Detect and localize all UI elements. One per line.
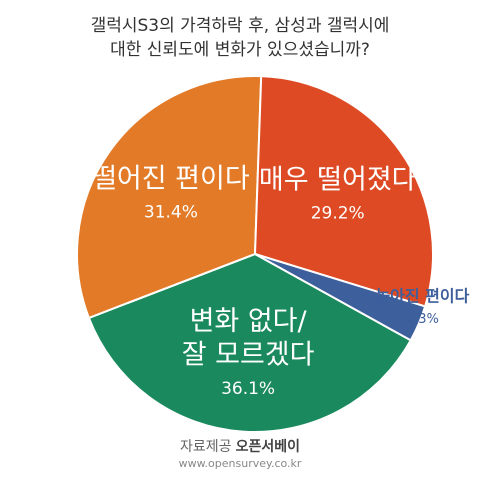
slice-label-3-line-1: 매우 떨어졌다	[259, 165, 417, 196]
slice-value-3: 29.2%	[311, 204, 365, 224]
chart-title: 갤럭시S3의 가격하락 후, 삼성과 갤럭시에 대한 신뢰도에 변화가 있으셨습…	[0, 14, 480, 62]
chart-title-line-1: 갤럭시S3의 가격하락 후, 삼성과 갤럭시에	[90, 16, 390, 36]
slice-value-4: 3.3%	[406, 312, 439, 327]
pie-slice-2	[76, 75, 263, 320]
pie-slice-4	[254, 253, 427, 342]
slice-value-1: 36.1%	[221, 379, 275, 399]
slice-label-1-line-1: 변화 없다/	[190, 306, 308, 337]
slice-labels: 변화 없다/잘 모르겠다 36.1% 떨어진 편이다 31.4% 매우 떨어졌다 29.2…	[92, 163, 470, 398]
slice-value-2: 31.4%	[144, 203, 198, 223]
data-source: 자료제공 오픈서베이	[0, 436, 480, 456]
source-url: www.opensurvey.co.kr	[178, 457, 302, 470]
slice-label-1-line-2: 잘 모르겠다	[182, 340, 315, 371]
chart-title-line-2: 대한 신뢰도에 변화가 있으셨습니까?	[110, 40, 370, 60]
pie-slice-3	[253, 75, 434, 308]
source-name: 오픈서베이	[235, 439, 300, 455]
slice-label-4-line-1: 높아진 편이다	[375, 286, 469, 305]
pie-slice-1	[87, 252, 413, 433]
source-prefix: 자료제공	[180, 439, 232, 455]
slice-label-2-line-1: 떨어진 편이다	[92, 163, 250, 194]
